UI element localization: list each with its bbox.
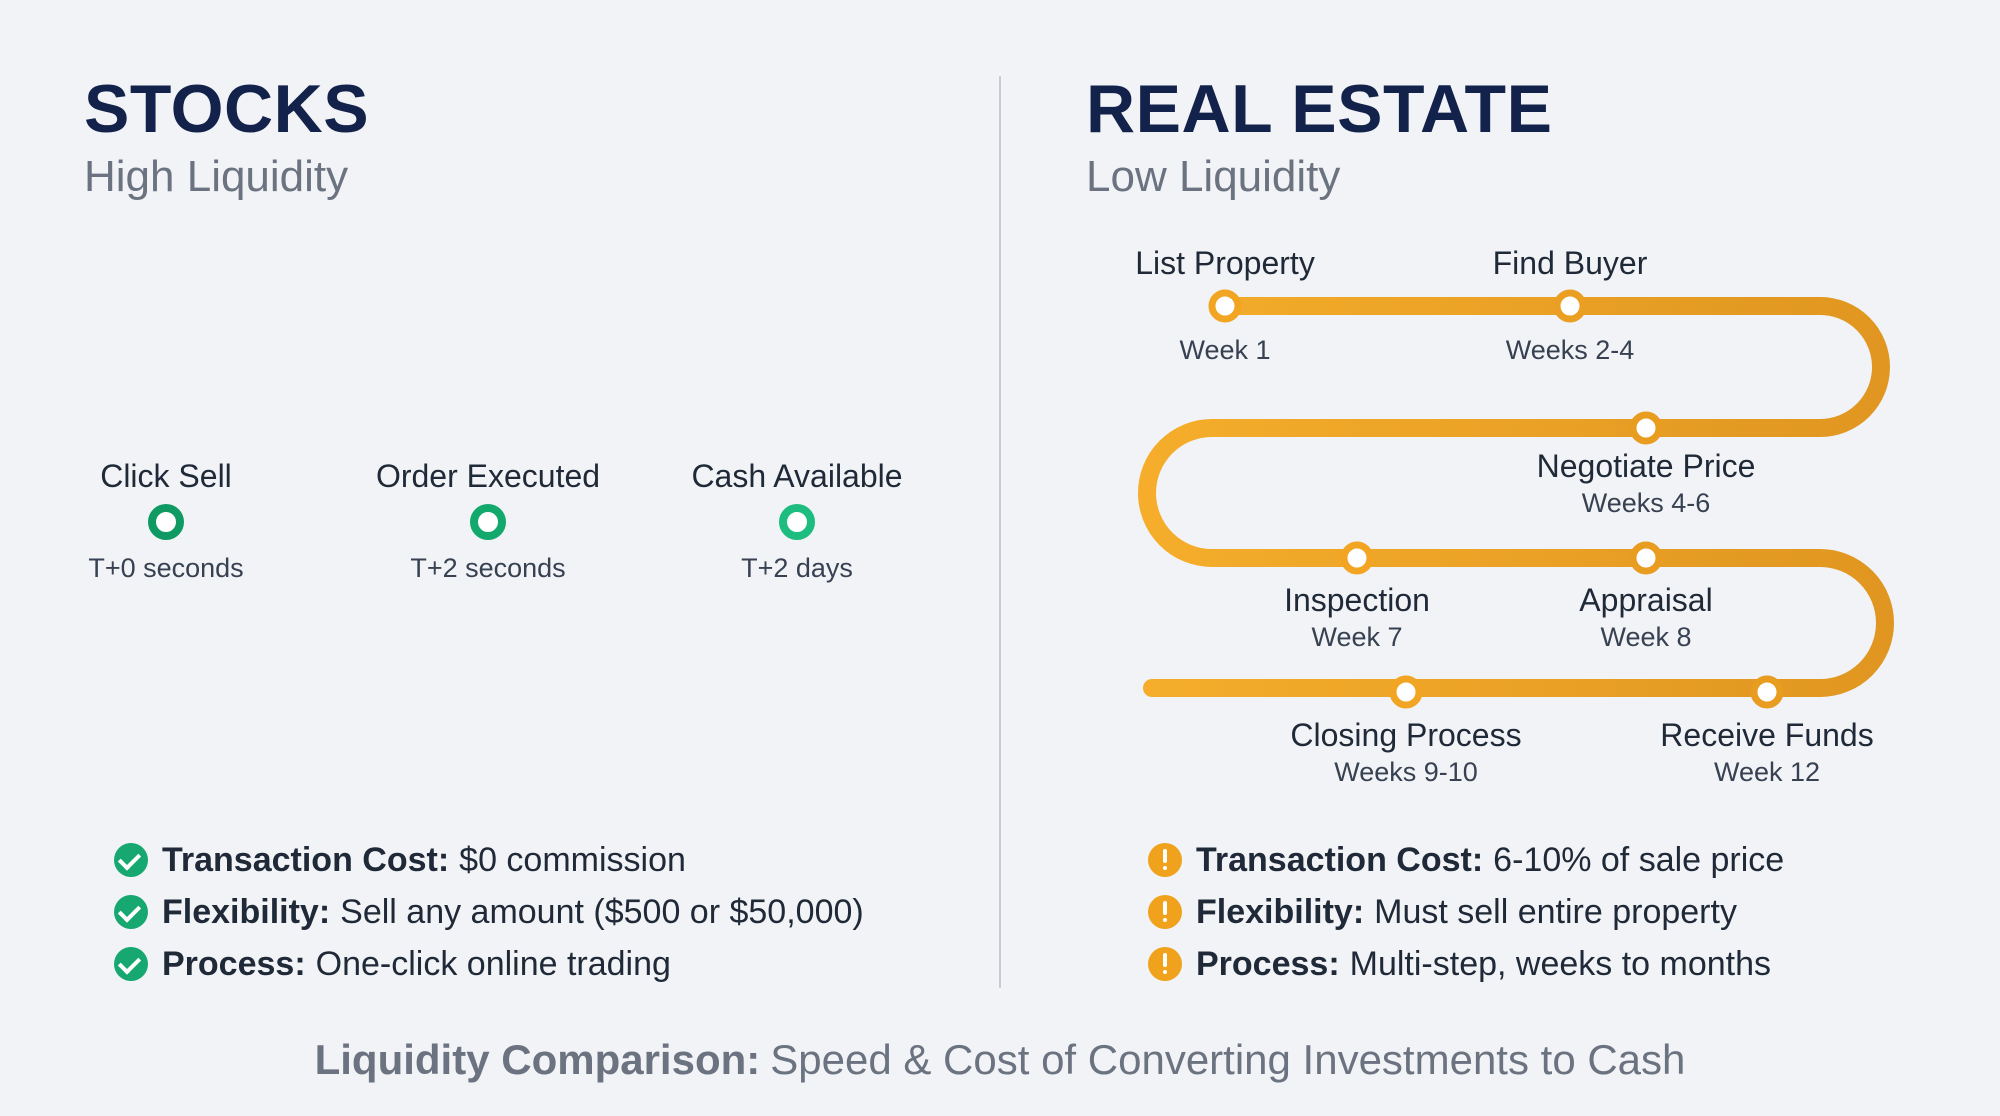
- feature-text: Must sell entire property: [1374, 892, 1737, 931]
- real-estate-step-node: [1553, 289, 1587, 323]
- feature-text: One-click online trading: [315, 944, 671, 983]
- check-circle-icon: [114, 895, 148, 929]
- feature-term: Transaction Cost:: [1196, 840, 1484, 879]
- real-estate-step-node: [1750, 675, 1784, 709]
- real-estate-feature-item: Transaction Cost: 6-10% of sale price: [1148, 834, 1784, 886]
- real-estate-feature-item: Process: Multi-step, weeks to months: [1148, 938, 1784, 990]
- stocks-step-label: Cash Available: [691, 458, 902, 494]
- real-estate-timeline: List Property Week 1 Find Buyer Weeks 2-…: [1135, 245, 1894, 787]
- real-estate-timeline-track: [1138, 297, 1894, 697]
- real-estate-step-label: Appraisal: [1579, 582, 1712, 618]
- real-estate-step-label: Closing Process: [1290, 717, 1521, 753]
- feature-term: Flexibility:: [1196, 892, 1365, 931]
- check-circle-icon: [114, 843, 148, 877]
- real-estate-step-time: Week 7: [1311, 622, 1402, 652]
- stocks-timeline: Click Sell T+0 seconds Order Executed T+…: [88, 458, 919, 583]
- stocks-step-time: T+2 days: [741, 553, 853, 583]
- stocks-step-label: Click Sell: [100, 458, 232, 494]
- stocks-feature-item: Transaction Cost: $0 commission: [114, 834, 864, 886]
- stocks-step-label: Order Executed: [376, 458, 600, 494]
- stocks-feature-item: Process: One-click online trading: [114, 938, 864, 990]
- real-estate-step-label: Find Buyer: [1493, 245, 1648, 281]
- real-estate-step-time: Weeks 9-10: [1334, 757, 1478, 787]
- stocks-subtitle: High Liquidity: [84, 152, 349, 201]
- feature-term: Flexibility:: [162, 892, 331, 931]
- footer-text: Speed & Cost of Converting Investments t…: [770, 1036, 1686, 1083]
- feature-text: Multi-step, weeks to months: [1349, 944, 1772, 983]
- feature-text: Sell any amount ($500 or $50,000): [340, 892, 864, 931]
- footer-term: Liquidity Comparison:: [314, 1036, 761, 1083]
- check-circle-icon: [114, 947, 148, 981]
- real-estate-step-label: Negotiate Price: [1537, 448, 1756, 484]
- feature-term: Process:: [162, 944, 306, 983]
- real-estate-step-node: [1389, 675, 1423, 709]
- real-estate-title: REAL ESTATE: [1086, 71, 1553, 147]
- exclamation-circle-icon: [1148, 843, 1182, 877]
- feature-text: $0 commission: [459, 840, 686, 879]
- real-estate-step-label: Inspection: [1284, 582, 1430, 618]
- stocks-title: STOCKS: [84, 71, 370, 147]
- real-estate-step-time: Week 12: [1714, 757, 1820, 787]
- feature-term: Process:: [1196, 944, 1340, 983]
- real-estate-subtitle: Low Liquidity: [1086, 152, 1341, 201]
- real-estate-step-label: Receive Funds: [1660, 717, 1873, 753]
- real-estate-step-node: [1629, 541, 1663, 575]
- real-estate-step-time: Weeks 2-4: [1506, 335, 1635, 365]
- real-estate-step-time: Week 8: [1600, 622, 1691, 652]
- stocks-feature-item: Flexibility: Sell any amount ($500 or $5…: [114, 886, 864, 938]
- real-estate-feature-item: Flexibility: Must sell entire property: [1148, 886, 1784, 938]
- footer-caption: Liquidity Comparison: Speed & Cost of Con…: [0, 1036, 2000, 1084]
- stocks-step-node: [148, 504, 184, 540]
- real-estate-step-node: [1340, 541, 1374, 575]
- stocks-step-node: [779, 504, 815, 540]
- exclamation-circle-icon: [1148, 947, 1182, 981]
- stocks-step-time: T+2 seconds: [410, 553, 565, 583]
- exclamation-circle-icon: [1148, 895, 1182, 929]
- feature-text: 6-10% of sale price: [1493, 840, 1785, 879]
- real-estate-step-label: List Property: [1135, 245, 1315, 281]
- stocks-step-time: T+0 seconds: [88, 553, 243, 583]
- column-divider: [999, 76, 1001, 988]
- real-estate-step-time: Weeks 4-6: [1582, 488, 1711, 518]
- stocks-feature-list: Transaction Cost: $0 commission Flexibil…: [114, 834, 864, 990]
- stocks-step-node: [470, 504, 506, 540]
- real-estate-step-node: [1208, 289, 1242, 323]
- real-estate-step-time: Week 1: [1179, 335, 1270, 365]
- real-estate-feature-list: Transaction Cost: 6-10% of sale price Fl…: [1148, 834, 1784, 990]
- real-estate-step-node: [1629, 411, 1663, 445]
- feature-term: Transaction Cost:: [162, 840, 450, 879]
